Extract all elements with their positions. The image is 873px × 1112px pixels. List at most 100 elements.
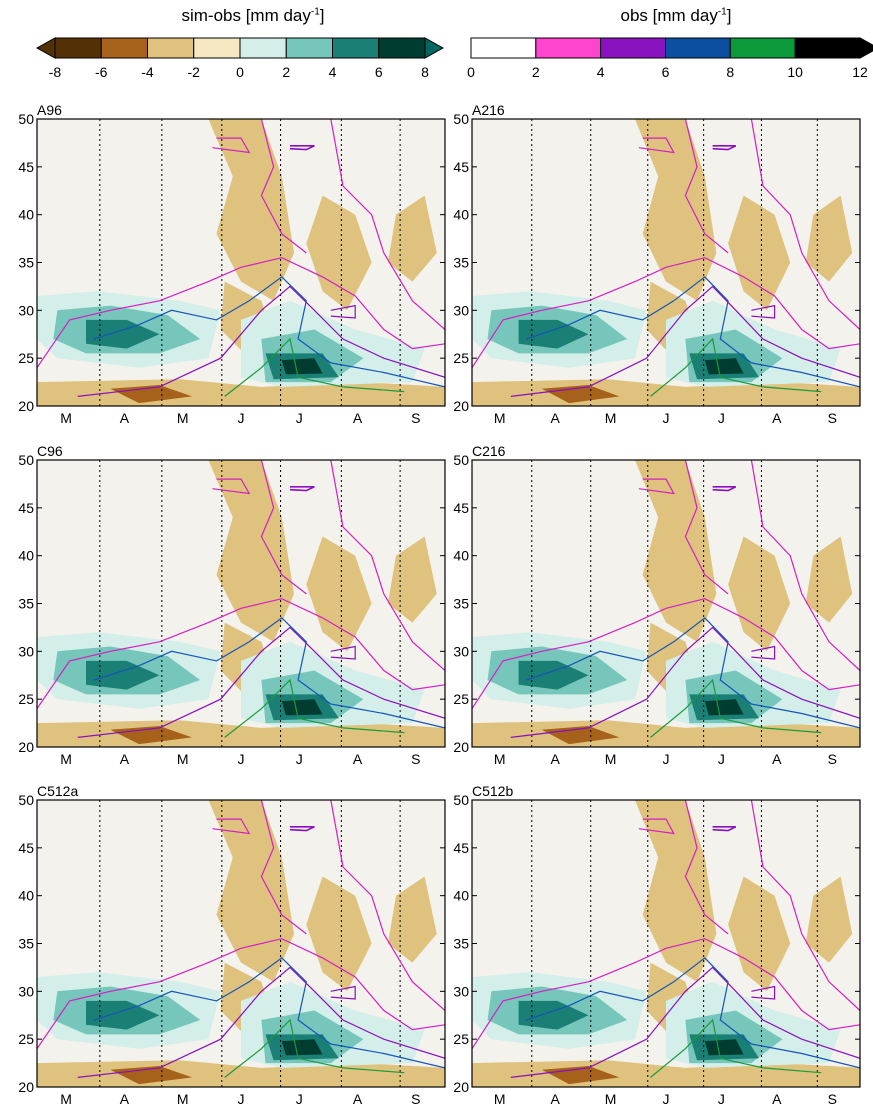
y-tick-label: 30: [18, 643, 34, 659]
obs-contour-2: [472, 598, 860, 710]
x-tick-label: S: [411, 1091, 420, 1107]
obs-contour-4: [751, 304, 776, 319]
obs-contour-2: [472, 938, 860, 1050]
obs-contour-8: [650, 337, 822, 397]
obs-contour-6: [93, 957, 445, 1069]
colorbar-segment: [332, 37, 380, 59]
colorbar-obs: 0 2 4 6 8 10 12: [467, 37, 873, 80]
y-tick-label: 25: [453, 691, 469, 707]
y-tick-label: 25: [18, 1031, 34, 1047]
positive-bias-area: [704, 1039, 744, 1056]
obs-contour-2: [750, 800, 860, 1011]
colorbar-title-obs-sup: -1: [717, 6, 727, 18]
obs-contour-2: [684, 460, 729, 595]
y-tick-label: 30: [18, 983, 34, 999]
panel-label: C96: [37, 443, 63, 459]
colorbar-segment: [239, 37, 287, 59]
x-tick-label: S: [828, 410, 837, 426]
positive-bias-area: [86, 319, 160, 349]
obs-contour-8: [650, 1018, 822, 1078]
colorbar-tick-label: 12: [852, 64, 868, 80]
colorbar-title-obs-end: ]: [726, 6, 732, 25]
negative-bias-area-strong: [541, 385, 620, 404]
x-tick-label: A: [550, 1091, 560, 1107]
obs-contour-4: [712, 145, 737, 151]
panel-A96: A96 20 25 30 35 40 45 50 M A M J J A S: [18, 102, 446, 426]
obs-contour-2: [330, 460, 445, 671]
obs-contour-4: [712, 485, 737, 492]
colorbar-tick-label: -6: [95, 64, 108, 80]
colorbar-tick-label: 2: [532, 64, 540, 80]
y-tick-label: 20: [453, 739, 469, 755]
x-tick-label: A: [120, 751, 130, 767]
panel-plot-area: [37, 800, 445, 1087]
y-tick-label: 25: [18, 691, 34, 707]
x-tick-label: M: [177, 1091, 189, 1107]
colorbar-tick-label: 2: [282, 64, 290, 80]
y-tick-label: 40: [453, 207, 469, 223]
colorbar-segment: [665, 37, 731, 59]
panel-plot-area: [37, 119, 445, 406]
negative-bias-area-strong: [541, 726, 620, 745]
y-tick-label: 40: [453, 548, 469, 564]
x-tick-label: A: [772, 751, 782, 767]
positive-bias-area: [281, 699, 323, 716]
obs-contour-2: [750, 460, 860, 671]
colorbar-extend-right: [859, 37, 873, 59]
x-tick-label: S: [828, 1091, 837, 1107]
obs-contour-4: [751, 985, 776, 1000]
obs-contour-6: [93, 617, 445, 729]
colorbar-segment: [535, 37, 602, 59]
colorbar-segment: [193, 37, 241, 59]
x-tick-label: J: [663, 410, 670, 426]
obs-contour-2: [330, 119, 445, 330]
y-tick-label: 40: [18, 888, 34, 904]
x-tick-label: J: [296, 751, 303, 767]
obs-contour-4: [330, 304, 356, 319]
x-tick-label: M: [494, 1091, 506, 1107]
x-tick-label: J: [238, 751, 245, 767]
x-tick-label: J: [296, 1091, 303, 1107]
colorbar-tick-label: 4: [597, 64, 605, 80]
negative-bias-area: [728, 195, 791, 311]
x-tick-label: S: [411, 410, 420, 426]
y-tick-label: 30: [18, 302, 34, 318]
colorbar-tick-label: 6: [375, 64, 383, 80]
negative-bias-area-strong: [110, 385, 192, 404]
x-tick-label: M: [494, 751, 506, 767]
obs-contour-4: [330, 985, 356, 1000]
colorbar-extend-right: [424, 37, 445, 59]
colorbar-tick-label: 4: [329, 64, 337, 80]
colorbar-extend-left: [35, 37, 56, 59]
y-tick-label: 40: [453, 888, 469, 904]
x-tick-label: M: [605, 751, 617, 767]
obs-contour-4: [510, 285, 860, 397]
x-tick-label: A: [550, 751, 560, 767]
positive-bias-area: [704, 699, 744, 716]
panel-C512b: C512b 20 25 30 35 40 45 50 M A M J J A S: [453, 783, 861, 1107]
panel-C96: C96 20 25 30 35 40 45 50 M A M J J A S: [18, 443, 446, 767]
y-tick-label: 20: [18, 398, 34, 414]
colorbar-tick-label: 0: [236, 64, 244, 80]
y-tick-label: 35: [18, 255, 34, 271]
obs-contour-4: [289, 485, 315, 492]
x-tick-label: M: [60, 410, 72, 426]
obs-contour-2: [684, 119, 729, 254]
x-tick-label: J: [238, 1091, 245, 1107]
colorbar-segment: [147, 37, 195, 59]
positive-bias-area: [281, 1039, 323, 1056]
obs-contour-2: [260, 800, 307, 935]
obs-contour-4: [330, 645, 356, 660]
colorbar-segment: [470, 37, 537, 59]
obs-contour-2: [37, 598, 445, 710]
panel-plot-area: [472, 119, 860, 406]
panel-A216: A216 20 25 30 35 40 45 50 M A M J J A S: [453, 102, 861, 426]
obs-contour-8: [224, 678, 405, 738]
y-tick-label: 50: [18, 111, 34, 127]
obs-contour-2: [638, 137, 675, 154]
y-tick-label: 50: [453, 452, 469, 468]
y-tick-label: 30: [453, 302, 469, 318]
x-tick-label: M: [177, 410, 189, 426]
obs-contour-4: [77, 285, 445, 397]
x-tick-label: J: [718, 410, 725, 426]
